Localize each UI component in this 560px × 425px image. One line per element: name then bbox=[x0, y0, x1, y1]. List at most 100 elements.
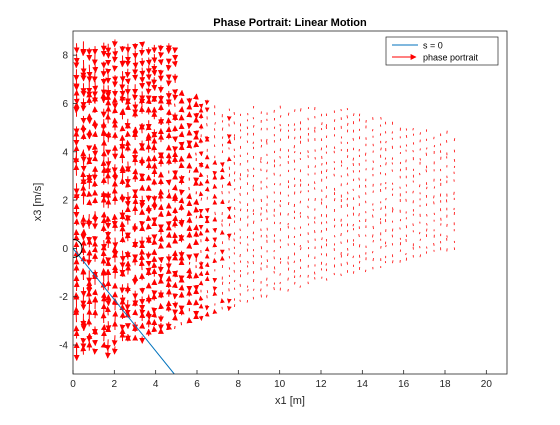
phase-arrow bbox=[427, 214, 428, 216]
phase-arrow bbox=[267, 162, 268, 164]
phase-arrow bbox=[341, 242, 342, 244]
phase-arrow bbox=[420, 239, 421, 241]
phase-arrow bbox=[215, 212, 216, 215]
phase-arrow bbox=[149, 57, 150, 65]
phase-arrow bbox=[94, 71, 95, 81]
phase-arrow bbox=[253, 168, 254, 170]
phase-arrow bbox=[175, 63, 176, 66]
phase-arrow bbox=[175, 147, 176, 152]
phase-arrow bbox=[381, 148, 382, 151]
phase-arrow bbox=[353, 138, 354, 141]
phase-arrow bbox=[104, 293, 105, 298]
phase-arrow bbox=[434, 145, 435, 147]
phase-arrow bbox=[207, 187, 208, 191]
phase-arrow bbox=[135, 298, 136, 306]
phase-arrow bbox=[104, 167, 105, 176]
phase-arrow bbox=[104, 325, 105, 331]
phase-arrow bbox=[386, 141, 387, 143]
phase-arrow bbox=[314, 187, 315, 189]
phase-arrow bbox=[83, 240, 84, 247]
phase-arrow bbox=[334, 225, 335, 228]
phase-arrow bbox=[240, 193, 241, 196]
phase-arrow bbox=[222, 128, 223, 131]
phase-arrow bbox=[326, 169, 327, 172]
phase-arrow bbox=[142, 107, 143, 114]
phase-arrow bbox=[169, 232, 170, 238]
phase-arrow bbox=[182, 132, 183, 136]
x-tick-label: 2 bbox=[112, 379, 118, 390]
phase-arrow bbox=[406, 144, 407, 146]
phase-arrow bbox=[413, 150, 414, 152]
phase-arrow bbox=[274, 287, 275, 290]
phase-arrow bbox=[148, 252, 149, 259]
phase-arrow bbox=[148, 216, 149, 221]
phase-arrow bbox=[229, 223, 230, 226]
phase-arrow bbox=[359, 178, 360, 181]
phase-arrow bbox=[89, 154, 90, 163]
phase-arrow bbox=[182, 285, 183, 289]
phase-arrow bbox=[142, 288, 143, 294]
x-tick-label: 12 bbox=[315, 379, 327, 390]
phase-arrow bbox=[123, 109, 124, 115]
x-tick-label: 18 bbox=[439, 379, 451, 390]
phase-arrow bbox=[175, 104, 176, 107]
phase-arrow bbox=[123, 295, 124, 303]
phase-arrow bbox=[413, 223, 414, 225]
phase-arrow bbox=[169, 181, 170, 185]
phase-arrow bbox=[168, 305, 169, 312]
phase-arrow bbox=[142, 68, 143, 77]
phase-arrow bbox=[149, 163, 150, 170]
phase-arrow bbox=[315, 165, 316, 167]
x-axis-label: x1 [m] bbox=[275, 395, 305, 407]
phase-arrow bbox=[122, 81, 123, 90]
phase-arrow bbox=[420, 132, 421, 134]
phase-arrow bbox=[248, 169, 249, 172]
phase-arrow bbox=[354, 113, 355, 116]
phase-arrow bbox=[215, 252, 216, 254]
phase-arrow bbox=[154, 77, 155, 85]
phase-arrow bbox=[240, 229, 241, 231]
phase-arrow bbox=[201, 272, 202, 276]
phase-arrow bbox=[321, 230, 322, 232]
phase-arrow bbox=[234, 207, 235, 210]
phase-arrow bbox=[108, 339, 109, 350]
phase-arrow bbox=[142, 204, 143, 208]
y-tick-label: 0 bbox=[62, 244, 68, 255]
phase-arrow bbox=[201, 198, 202, 201]
phase-arrow bbox=[334, 235, 335, 237]
x-tick-label: 6 bbox=[194, 379, 200, 390]
phase-arrow bbox=[253, 289, 254, 291]
phase-arrow bbox=[115, 238, 116, 248]
phase-arrow bbox=[234, 280, 235, 282]
phase-arrow bbox=[248, 289, 249, 291]
phase-arrow bbox=[267, 209, 268, 212]
phase-arrow bbox=[253, 125, 254, 128]
phase-arrow bbox=[196, 199, 197, 204]
phase-arrow bbox=[161, 236, 162, 242]
phase-arrow bbox=[189, 194, 190, 198]
y-tick-label: 6 bbox=[62, 99, 68, 110]
phase-arrow bbox=[161, 257, 162, 262]
phase-arrow bbox=[222, 136, 223, 138]
phase-arrow bbox=[294, 145, 295, 148]
phase-arrow bbox=[434, 201, 435, 204]
phase-arrow bbox=[240, 136, 241, 138]
phase-arrow bbox=[104, 240, 105, 249]
y-tick-label: 8 bbox=[62, 51, 68, 62]
y-tick-label: 4 bbox=[62, 147, 68, 158]
phase-arrow bbox=[182, 175, 183, 181]
phase-arrow bbox=[123, 251, 124, 262]
phase-arrow bbox=[196, 131, 197, 136]
x-tick-label: 0 bbox=[70, 379, 76, 390]
phase-arrow bbox=[261, 161, 262, 164]
phase-arrow bbox=[104, 342, 105, 346]
phase-arrow bbox=[127, 300, 128, 310]
phase-arrow bbox=[347, 115, 348, 118]
phase-arrow bbox=[280, 115, 281, 117]
phase-arrow bbox=[142, 255, 143, 262]
phase-arrow bbox=[215, 122, 216, 124]
phase-arrow bbox=[127, 251, 128, 258]
phase-arrow bbox=[189, 273, 190, 279]
phase-arrow bbox=[419, 232, 420, 234]
